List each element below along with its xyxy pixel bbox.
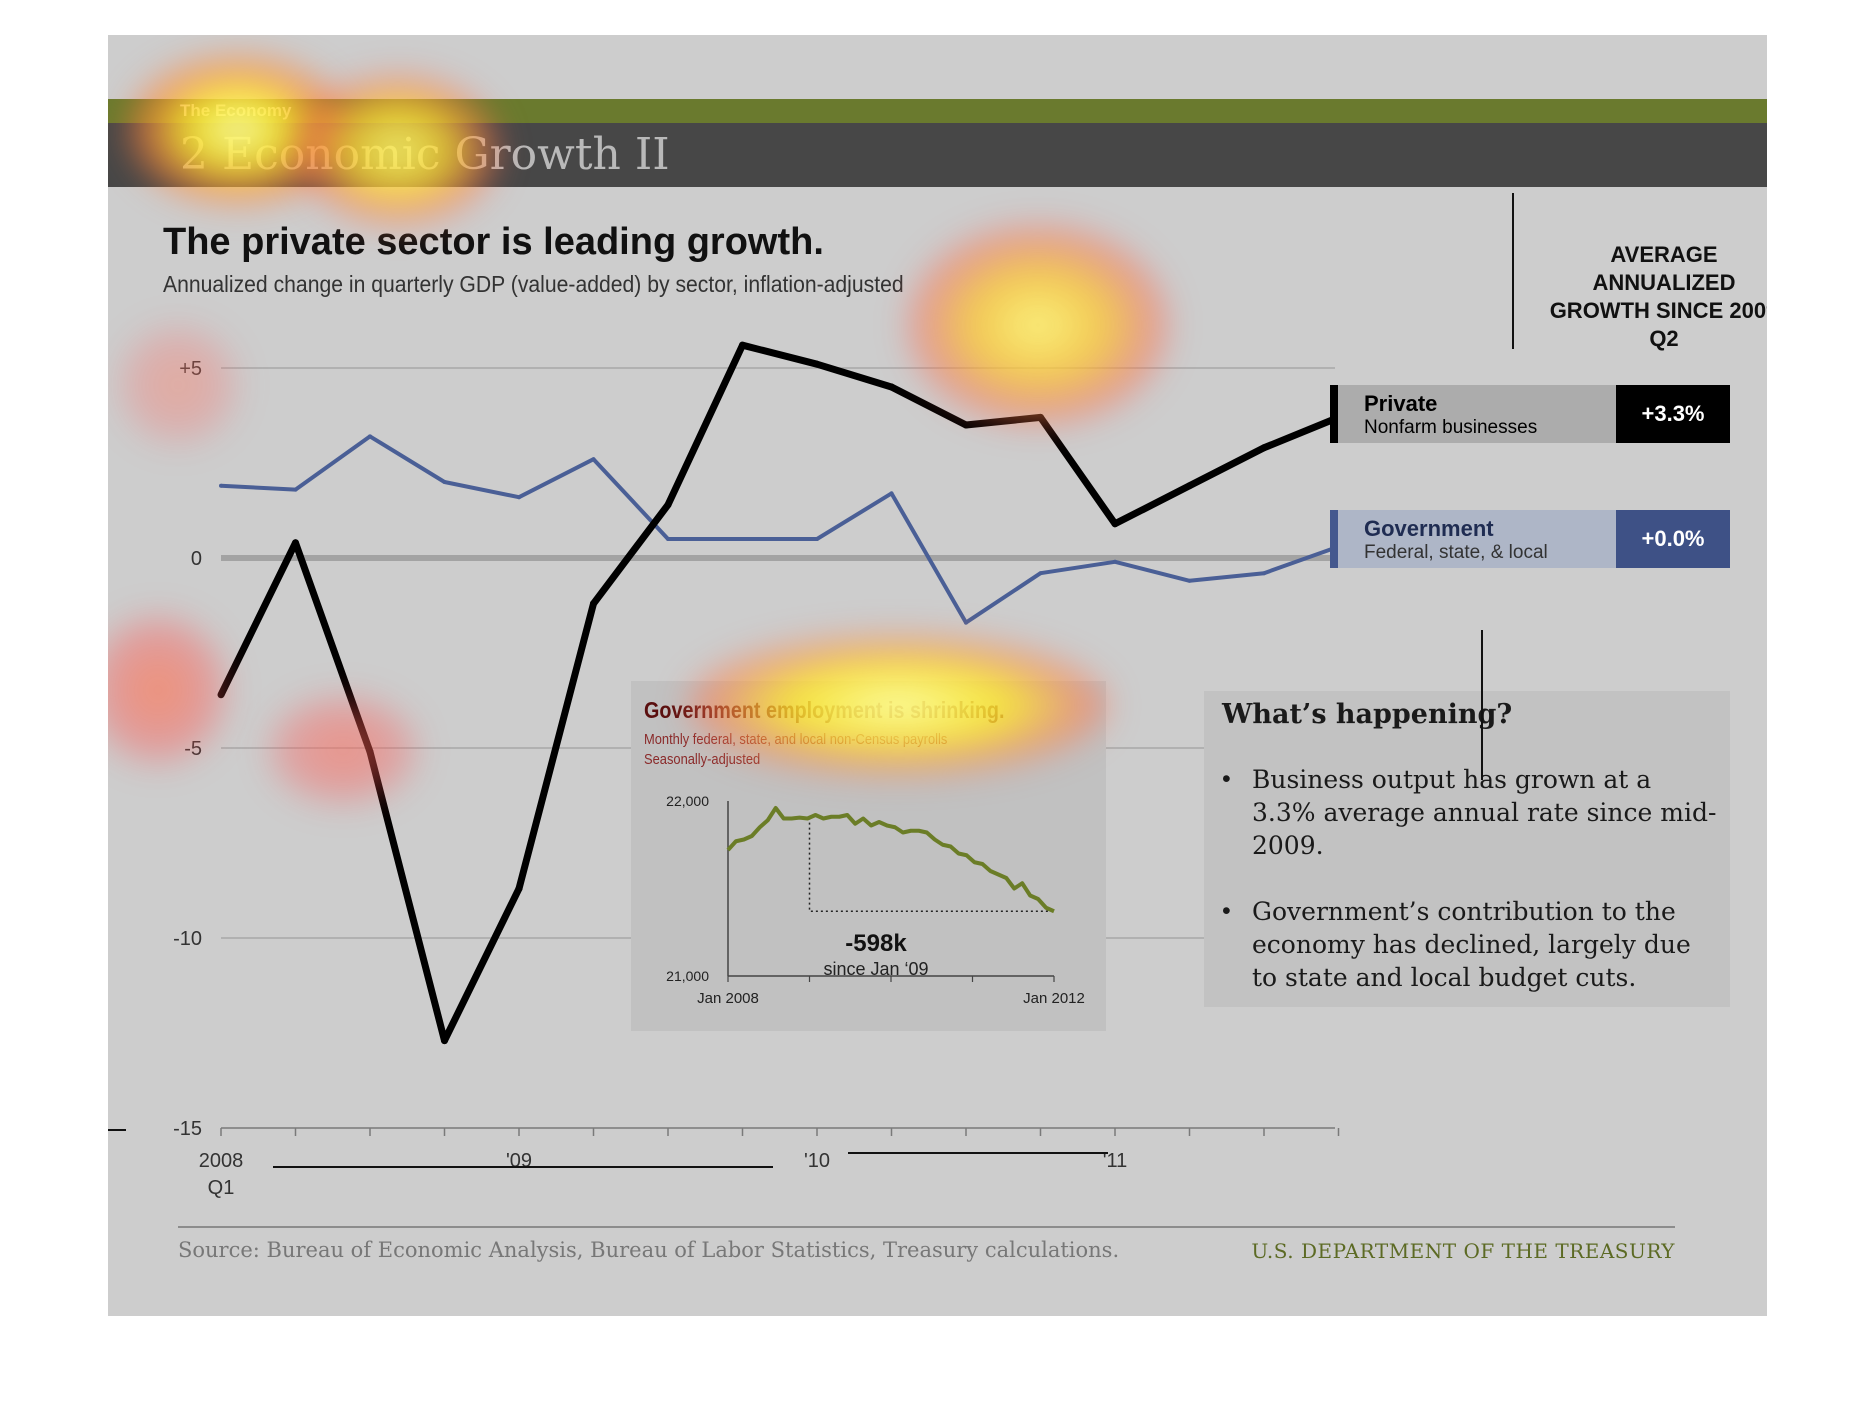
whats-happening-title: What’s happening? <box>1222 699 1513 730</box>
data-point-government <box>1038 571 1043 576</box>
footer-rule <box>178 1226 1675 1228</box>
bullet-text: Government’s contribution to the economy… <box>1252 897 1691 992</box>
data-point-government <box>1262 571 1266 576</box>
legend-private-label: Private <box>1364 391 1438 416</box>
data-point-government <box>368 434 372 439</box>
subheadline: Annualized change in quarterly GDP (valu… <box>163 271 904 297</box>
x-tick-label: '09 <box>506 1150 532 1172</box>
series-line-private <box>217 341 1340 1045</box>
y-tick-label: -5 <box>184 738 202 760</box>
data-point-private <box>1186 482 1193 490</box>
bullet-icon: • <box>1222 897 1231 925</box>
y-tick-label: -10 <box>173 928 202 950</box>
inset-series-line <box>726 806 1055 914</box>
data-point-government <box>889 491 894 496</box>
inset-y-label: 22,000 <box>666 793 709 809</box>
data-point-private <box>888 383 895 391</box>
data-point-government <box>517 495 521 500</box>
data-point-government <box>219 483 223 488</box>
series-line-government <box>220 434 1340 625</box>
data-point-private <box>366 748 374 756</box>
x-tick-label: Q1 <box>208 1177 235 1199</box>
legend-government: Government Federal, state, & local +0.0% <box>1330 510 1730 568</box>
data-point-private <box>590 600 597 608</box>
data-point-private <box>1260 444 1268 452</box>
data-point-private <box>813 360 821 368</box>
data-point-private <box>664 501 672 509</box>
data-point-private <box>515 885 523 893</box>
whats-happening-panel: What’s happening? • Business output has g… <box>1204 691 1730 1007</box>
inset-x-label: Jan 2008 <box>697 990 759 1007</box>
x-tick-label: '11 <box>1103 1150 1128 1172</box>
annotation-stroke <box>273 1166 773 1168</box>
data-point-private <box>1111 520 1119 528</box>
y-tick-label: +5 <box>179 358 202 380</box>
inset-x-label: Jan 2012 <box>1023 990 1085 1007</box>
bullet-text: Business output has grown at a 3.3% aver… <box>1252 765 1717 860</box>
legend-private-sub: Nonfarm businesses <box>1364 417 1538 438</box>
legend-private: Private Nonfarm businesses +3.3% <box>1330 385 1730 443</box>
legend-government-label: Government <box>1364 516 1494 541</box>
data-point-private <box>441 1037 448 1045</box>
data-point-government <box>815 537 819 541</box>
y-tick-label: -15 <box>173 1118 202 1140</box>
data-point-government <box>442 480 447 484</box>
legend-government-sub: Federal, state, & local <box>1364 542 1548 563</box>
x-tick-label: 2008 <box>199 1150 244 1172</box>
data-point-government <box>1187 578 1192 583</box>
legend-government-value: +0.0% <box>1616 510 1730 568</box>
inset-annotation-note: since Jan ‘09 <box>823 959 928 979</box>
data-point-government <box>740 537 745 541</box>
headline: The private sector is leading growth. <box>163 221 824 263</box>
inset-chart: Government employment is shrinking. Mont… <box>631 681 1106 1031</box>
y-tick-label: 0 <box>191 548 202 570</box>
divider-line <box>1512 193 1514 349</box>
annotation-line <box>1481 630 1483 780</box>
inset-drop-bracket <box>808 817 1054 912</box>
data-point-government <box>666 537 670 541</box>
treasury-credit: U.S. DEPARTMENT OF THE TREASURY <box>1251 1239 1675 1263</box>
slide: The Economy 2 Economic Growth II The pri… <box>108 35 1767 1316</box>
data-point-government <box>293 487 298 492</box>
annotation-stroke <box>108 1129 126 1131</box>
data-point-private <box>292 539 299 547</box>
inset-y-label: 21,000 <box>666 968 709 984</box>
data-point-government <box>1113 559 1117 564</box>
legend-header: AVERAGE ANNUALIZED GROWTH SINCE 2009 Q2 <box>1549 242 1767 351</box>
data-point-government <box>964 620 968 625</box>
bullet-icon: • <box>1222 765 1231 793</box>
main-line-chart: +5 0 -5 -10 -15 2008 Q1 '09 '10 '11 <box>173 341 1342 1199</box>
annotation-stroke <box>848 1152 1108 1154</box>
data-point-private <box>1037 413 1044 421</box>
inset-annotation-value: -598k <box>845 930 907 957</box>
data-point-private <box>962 421 970 429</box>
x-tick-label: '10 <box>804 1150 830 1172</box>
data-point-private <box>217 691 225 699</box>
source-note: Source: Bureau of Economic Analysis, Bur… <box>178 1238 1120 1262</box>
legend-private-value: +3.3% <box>1616 385 1730 443</box>
data-point-private <box>739 341 746 349</box>
data-point-government <box>591 457 596 462</box>
